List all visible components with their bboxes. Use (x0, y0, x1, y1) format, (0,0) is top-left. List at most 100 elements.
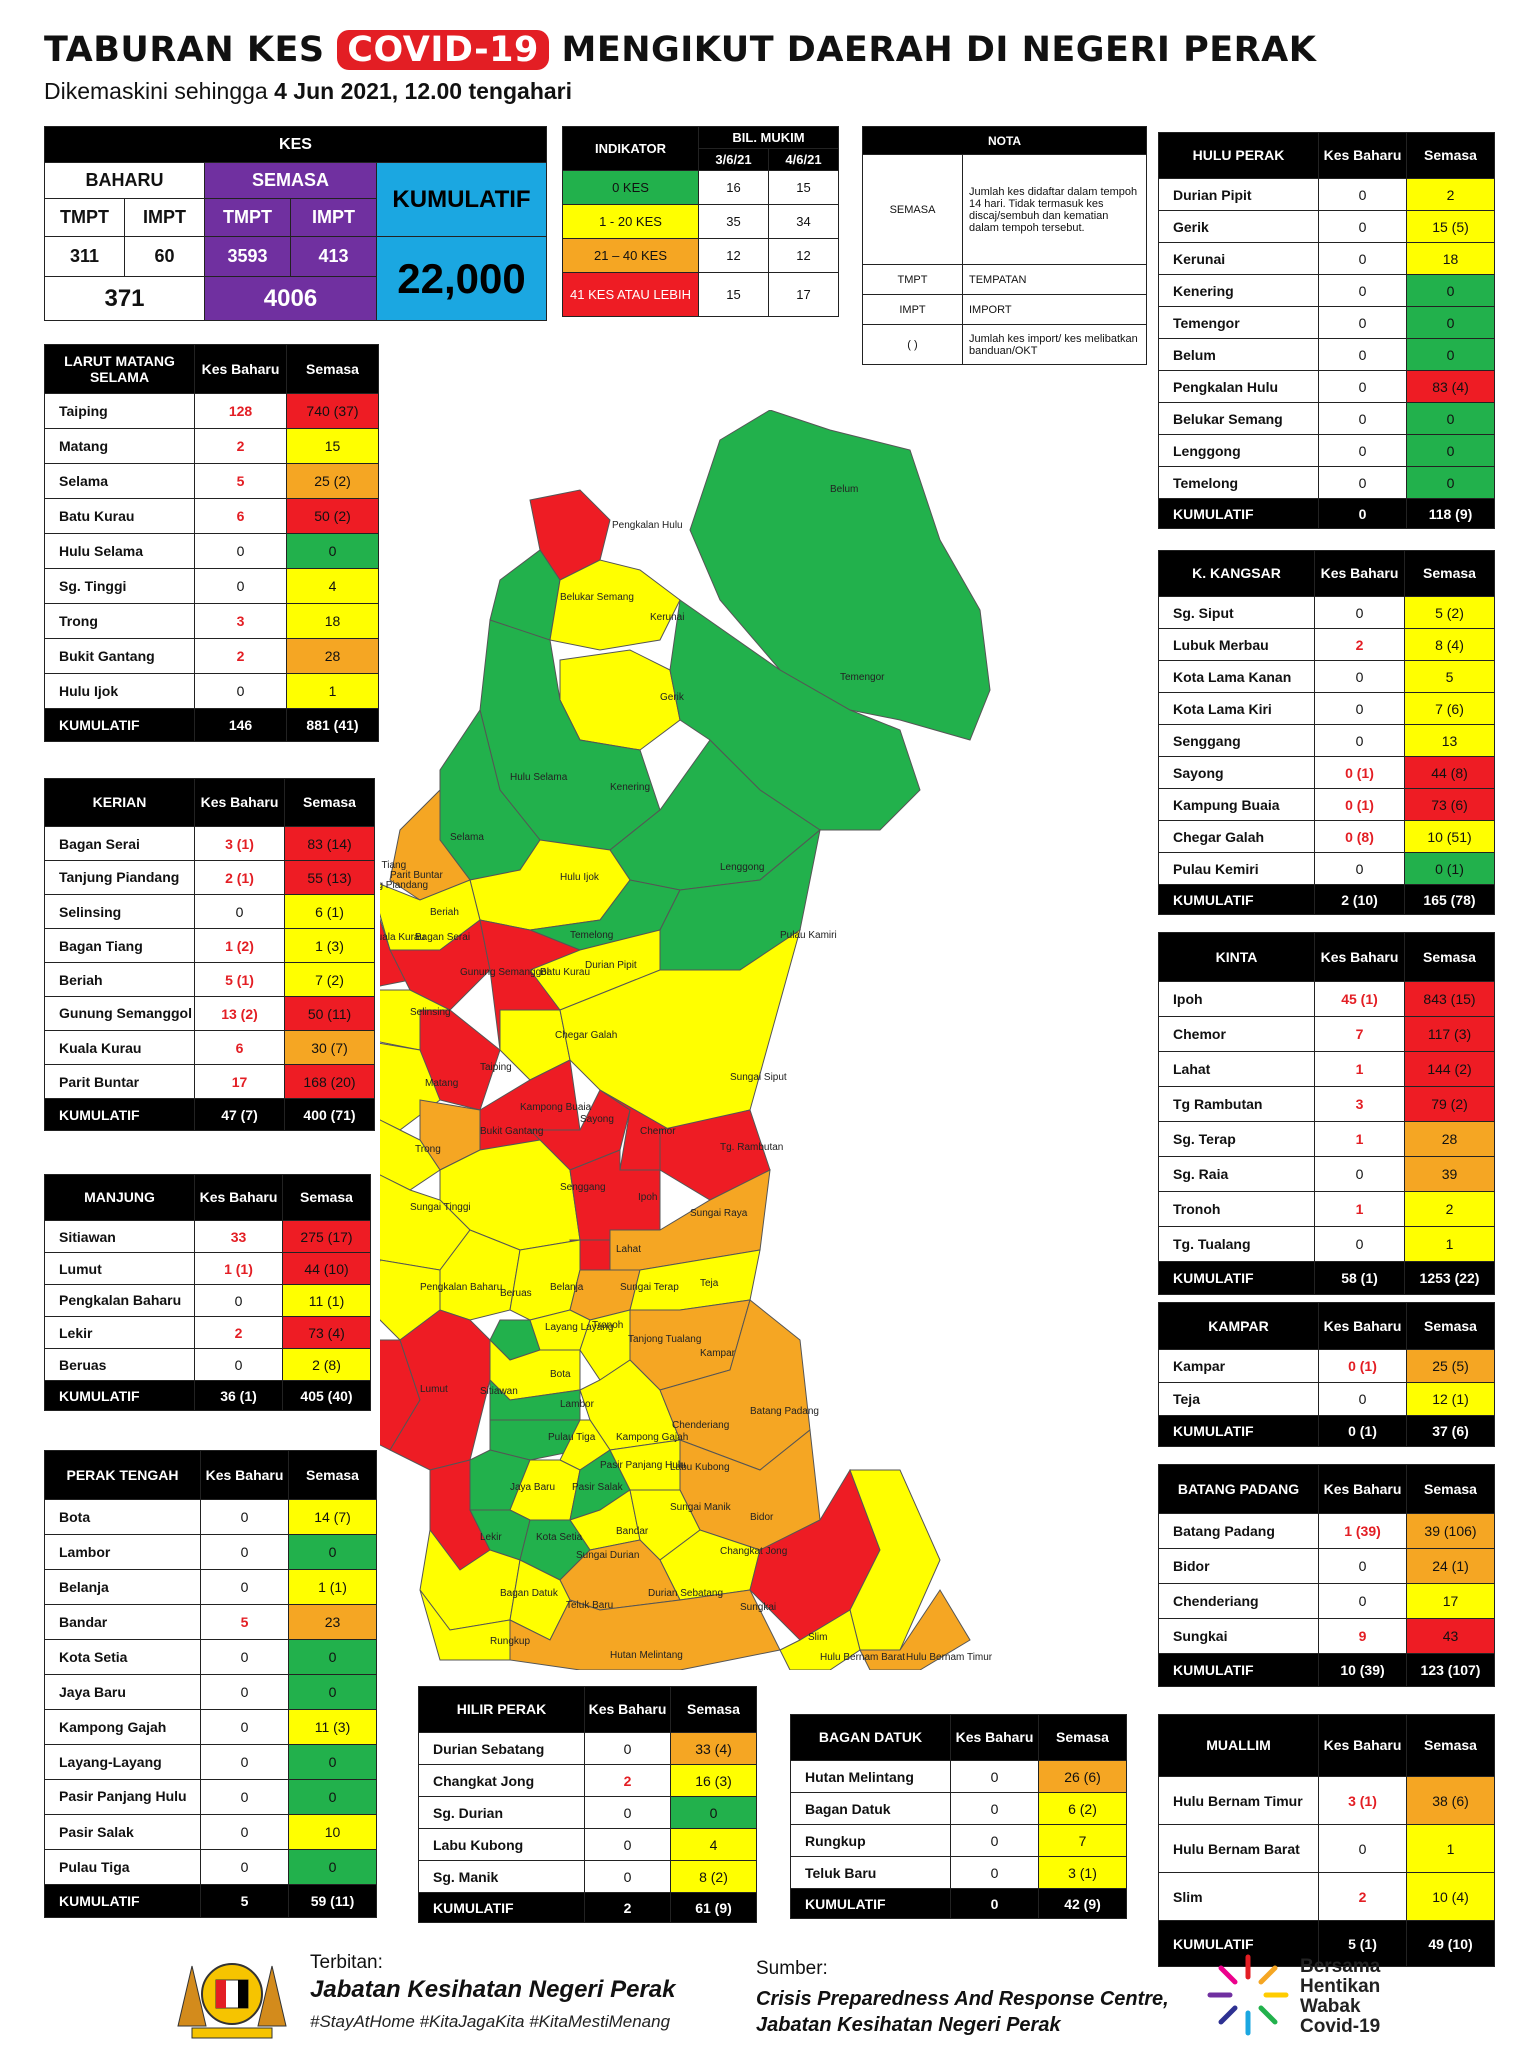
mukim-name: Sg. Durian (418, 1796, 585, 1829)
semasa-value: 1 (1) (288, 1569, 377, 1605)
mukim-name: Slim (1158, 1872, 1319, 1921)
table-row: Belum 0 0 (1158, 338, 1495, 371)
map-label: Pasir Panjang Hulu (600, 1460, 686, 1471)
kumulatif-baharu: 0 (1318, 498, 1407, 529)
kes-baharu-value: 0 (1318, 274, 1407, 307)
kes-baharu-value: 0 (200, 1709, 289, 1745)
table-row: Senggang 0 13 (1158, 724, 1495, 757)
table-row: Selinsing 0 6 (1) (44, 894, 375, 929)
kes-baharu-value: 0 (200, 1814, 289, 1850)
map-label: Tanjung Piandang (380, 880, 428, 891)
district-table-larut: LARUT MATANG SELAMA Kes Baharu Semasa Taipi… (44, 344, 379, 742)
map-label: Chenderiang (672, 1420, 729, 1431)
map-label: Lahat (616, 1244, 641, 1255)
kes-baharu-value: 0 (1314, 660, 1405, 693)
table-row: Bagan Serai 3 (1) 83 (14) (44, 826, 375, 861)
semasa-value: 50 (11) (284, 996, 375, 1031)
kes-baharu-value: 0 (1318, 306, 1407, 339)
col-kes-baharu: Kes Baharu (1314, 550, 1405, 597)
col-semasa: Semasa (288, 1450, 377, 1500)
col-kes-baharu: Kes Baharu (194, 778, 285, 827)
map-label: Teja (700, 1278, 719, 1289)
semasa-value: 2 (8) (282, 1348, 371, 1381)
kes-baharu-value: 1 (1314, 1121, 1405, 1157)
mukim-name: Lambor (44, 1534, 201, 1570)
mukim-name: Matang (44, 428, 195, 464)
table-row: Chemor 7 117 (3) (1158, 1016, 1495, 1052)
table-row: Pengkalan Hulu 0 83 (4) (1158, 370, 1495, 403)
kumulatif-semasa: 400 (71) (284, 1098, 375, 1131)
kumulatif-semasa: 405 (40) (282, 1380, 371, 1411)
kes-baharu-value: 0 (194, 533, 287, 569)
map-label: Kampong Buaia (520, 1102, 592, 1113)
kumulatif-baharu: 0 (1) (1318, 1415, 1407, 1447)
semasa-value: 43 (1406, 1618, 1495, 1654)
semasa-value: 11 (1) (282, 1284, 371, 1317)
mukim-name: Hulu Bernam Timur (1158, 1776, 1319, 1825)
semasa-value: 1 (3) (284, 928, 375, 963)
svg-text:Bersama: Bersama (1300, 1956, 1381, 1977)
table-row: Bagan Datuk 0 6 (2) (790, 1792, 1127, 1825)
semasa-value: 55 (13) (284, 860, 375, 895)
district-name: KINTA (1158, 932, 1315, 982)
kumulatif-label: KUMULATIF (44, 1098, 195, 1131)
district-table-kerian: KERIAN Kes Baharu Semasa Bagan Serai 3 (1) 83… (44, 778, 375, 1131)
table-row: Belanja 0 1 (1) (44, 1569, 377, 1605)
semasa-value: 23 (288, 1604, 377, 1640)
kes-baharu-value: 0 (1318, 434, 1407, 467)
map-region-belum (689, 410, 991, 741)
map-label: Lekir (480, 1532, 502, 1543)
semasa-value: 83 (14) (284, 826, 375, 861)
kes-baharu-value: 0 (950, 1856, 1039, 1889)
district-table-hulu-perak: HULU PERAK Kes Baharu Semasa Durian Pipit 0 2… (1158, 132, 1495, 529)
kumulatif-semasa: 42 (9) (1038, 1888, 1127, 1919)
kes-baharu-value: 0 (1318, 178, 1407, 211)
map-region-rungkup (419, 1589, 511, 1661)
semasa-value: 18 (1406, 242, 1495, 275)
col-kes-baharu: Kes Baharu (1318, 1464, 1407, 1514)
kes-baharu-value: 0 (1318, 466, 1407, 499)
kes-baharu-value: 0 (1314, 692, 1405, 725)
footer-source: Sumber: Crisis Preparedness And Response… (756, 1958, 1169, 2036)
semasa-value: 2 (1406, 178, 1495, 211)
mukim-name: Kampung Buaia (1158, 788, 1315, 821)
table-row: Tanjung Piandang 2 (1) 55 (13) (44, 860, 375, 895)
kumulatif-semasa: 49 (10) (1406, 1920, 1495, 1967)
map-label: Belukar Semang (560, 592, 634, 603)
district-table-kinta: KINTA Kes Baharu Semasa Ipoh 45 (1) 843 (15) C… (1158, 932, 1495, 1295)
semasa-value: 10 (51) (1404, 820, 1495, 853)
table-row: Durian Sebatang 0 33 (4) (418, 1732, 757, 1765)
kes-baharu-value: 0 (584, 1860, 671, 1893)
map-label: Hulu Bernam Timur (906, 1652, 993, 1663)
col-semasa: Semasa (1406, 1302, 1495, 1350)
kumulatif-semasa: 118 (9) (1406, 498, 1495, 529)
kes-baharu-value: 0 (200, 1569, 289, 1605)
table-row: Kerunai 0 18 (1158, 242, 1495, 275)
semasa-value: 6 (2) (1038, 1792, 1127, 1825)
table-row: Beruas 0 2 (8) (44, 1348, 371, 1381)
table-row: Sg. Manik 0 8 (2) (418, 1860, 757, 1893)
kumulatif-label: KUMULATIF (44, 708, 195, 742)
map-label: Bagan Datuk (500, 1588, 559, 1599)
kumulatif-label: KUMULATIF (1158, 1261, 1315, 1295)
perak-district-map: Belum Pengkalan Hulu Belukar Semang Kerunai… (380, 410, 993, 1670)
mukim-name: Sg. Terap (1158, 1121, 1315, 1157)
kes-baharu-value: 0 (950, 1824, 1039, 1857)
svg-text:Covid-19: Covid-19 (1300, 2016, 1380, 2037)
mukim-name: Senggang (1158, 724, 1315, 757)
semasa-value: 39 (1404, 1156, 1495, 1192)
map-label: Kuala Kurau (380, 932, 425, 943)
semasa-value: 33 (4) (670, 1732, 757, 1765)
district-name: BATANG PADANG (1158, 1464, 1319, 1514)
map-label: Slim (808, 1632, 827, 1643)
mukim-name: Pengkalan Hulu (1158, 370, 1319, 403)
mukim-name: Gerik (1158, 210, 1319, 243)
table-row: Teja 0 12 (1) (1158, 1382, 1495, 1416)
map-label: Hulu Ijok (560, 872, 600, 883)
mukim-name: Kota Lama Kanan (1158, 660, 1315, 693)
map-label: Sungkai (740, 1602, 776, 1613)
kes-baharu-value: 0 (200, 1639, 289, 1675)
kes-baharu-value: 0 (194, 1348, 283, 1381)
page-title: TABURAN KES COVID-19 MENGIKUT DAERAH DI … (44, 30, 1317, 70)
kes-baharu-value: 6 (194, 498, 287, 534)
